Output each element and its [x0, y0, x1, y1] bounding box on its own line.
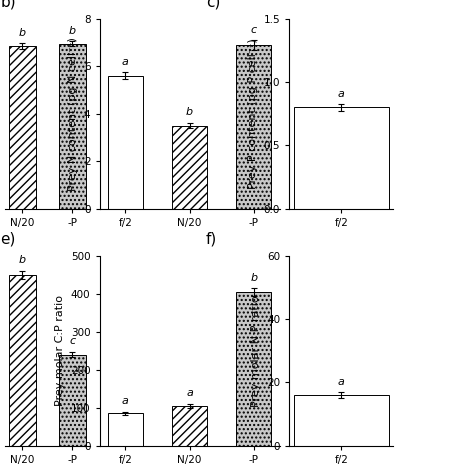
- Bar: [108, 413, 143, 446]
- Text: a: a: [338, 89, 345, 99]
- Y-axis label: Prey N content (pg N cell⁻¹): Prey N content (pg N cell⁻¹): [68, 37, 78, 191]
- Bar: [236, 292, 272, 446]
- Bar: [236, 45, 272, 209]
- Bar: [9, 275, 36, 446]
- Text: e): e): [0, 231, 16, 246]
- Text: a: a: [186, 388, 193, 398]
- Text: c: c: [251, 25, 257, 35]
- Text: b: b: [19, 255, 26, 265]
- Text: a: a: [122, 396, 129, 406]
- Bar: [108, 76, 143, 209]
- Bar: [59, 355, 86, 446]
- Y-axis label: Prey molar N:P ratio: Prey molar N:P ratio: [251, 295, 262, 407]
- Text: b): b): [0, 0, 16, 9]
- Text: b: b: [250, 273, 257, 283]
- Bar: [172, 126, 207, 209]
- Text: b: b: [19, 27, 26, 38]
- Text: a: a: [338, 377, 345, 387]
- Bar: [59, 44, 86, 209]
- Text: c): c): [206, 0, 220, 9]
- Bar: [294, 395, 389, 446]
- Y-axis label: Prey molar C:P ratio: Prey molar C:P ratio: [55, 295, 65, 406]
- Y-axis label: Prey P content (pg P cell⁻¹): Prey P content (pg P cell⁻¹): [248, 38, 258, 189]
- Bar: [294, 108, 389, 209]
- Bar: [9, 46, 36, 209]
- Text: c: c: [69, 336, 75, 346]
- Bar: [172, 406, 207, 446]
- Text: b: b: [186, 107, 193, 117]
- Text: a: a: [122, 56, 129, 67]
- Text: b: b: [69, 26, 76, 36]
- Text: f): f): [206, 231, 217, 246]
